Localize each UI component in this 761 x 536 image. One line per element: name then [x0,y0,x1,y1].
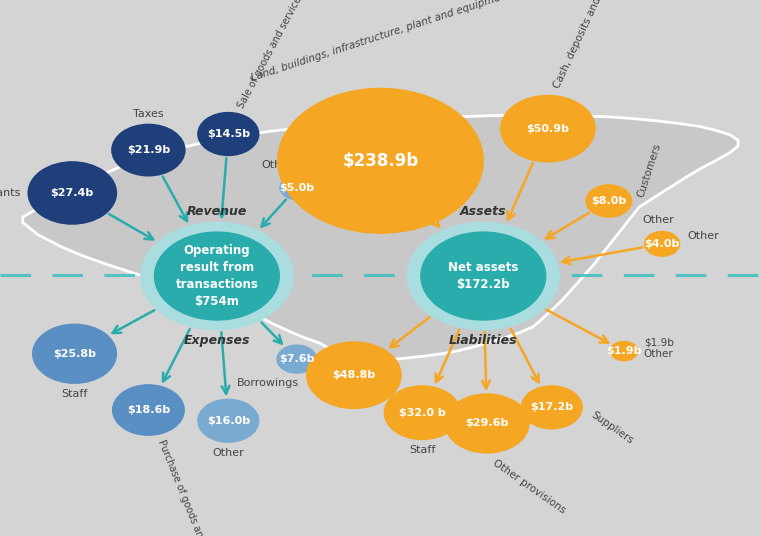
Circle shape [384,386,460,440]
Text: $21.9b: $21.9b [127,145,170,155]
Text: Revenue: Revenue [186,205,247,218]
Text: $27.4b: $27.4b [51,188,94,198]
Text: Staff: Staff [409,445,435,455]
Circle shape [112,124,185,176]
Text: Other provisions: Other provisions [491,458,567,516]
Text: Suppliers: Suppliers [590,410,635,446]
Text: $16.0b: $16.0b [207,416,250,426]
Text: Borrowings: Borrowings [237,378,299,388]
Circle shape [280,176,314,199]
Text: Other: Other [212,448,244,458]
Text: $17.2b: $17.2b [530,403,573,412]
Text: $29.6b: $29.6b [466,419,508,428]
Text: $25.8b: $25.8b [53,349,96,359]
Text: Staff: Staff [62,389,88,399]
Circle shape [421,232,546,320]
Text: $18.6b: $18.6b [127,405,170,415]
Circle shape [33,324,116,383]
Text: Grants: Grants [324,354,361,364]
Circle shape [501,95,595,162]
Text: Assets: Assets [460,205,507,218]
Text: $14.5b: $14.5b [207,129,250,139]
Circle shape [28,162,116,224]
Circle shape [307,342,401,408]
Circle shape [141,222,293,330]
Text: Liabilities: Liabilities [449,334,517,347]
Text: $1.9b: $1.9b [607,346,642,356]
Circle shape [521,386,582,429]
Circle shape [278,88,483,233]
Text: $8.0b: $8.0b [591,196,626,206]
Text: Customers: Customers [635,142,662,198]
Text: $238.9b: $238.9b [342,152,419,170]
Text: Other: Other [642,215,674,225]
Text: $48.8b: $48.8b [333,370,375,380]
Text: $7.6b: $7.6b [279,354,314,364]
Text: $50.9b: $50.9b [527,124,569,133]
Circle shape [198,113,259,155]
Text: Other: Other [687,231,719,241]
Circle shape [198,399,259,442]
Text: Taxes: Taxes [133,109,164,119]
Circle shape [645,232,680,256]
Text: Grants: Grants [0,188,21,198]
Text: Cash, deposits and investments: Cash, deposits and investments [552,0,632,90]
Text: $32.0 b: $32.0 b [399,408,446,418]
Circle shape [154,232,279,320]
Circle shape [610,341,638,361]
Text: Land, buildings, infrastructure, plant and equipment: Land, buildings, infrastructure, plant a… [250,0,511,83]
Circle shape [113,385,184,435]
Text: $5.0b: $5.0b [279,183,314,192]
Text: Operating
result from
transactions
$754m: Operating result from transactions $754m [176,244,258,308]
Text: Expenses: Expenses [183,334,250,347]
Circle shape [445,394,529,453]
Text: Other: Other [261,160,293,170]
Circle shape [586,185,632,217]
Text: Sale of goods and services: Sale of goods and services [236,0,306,110]
Text: $4.0b: $4.0b [645,239,680,249]
Circle shape [277,345,317,373]
Circle shape [407,222,559,330]
Text: Net assets
$172.2b: Net assets $172.2b [448,261,518,291]
Text: $1.9b
Other: $1.9b Other [644,338,673,359]
Polygon shape [23,115,738,361]
Text: Purchase of goods and services: Purchase of goods and services [156,438,223,536]
